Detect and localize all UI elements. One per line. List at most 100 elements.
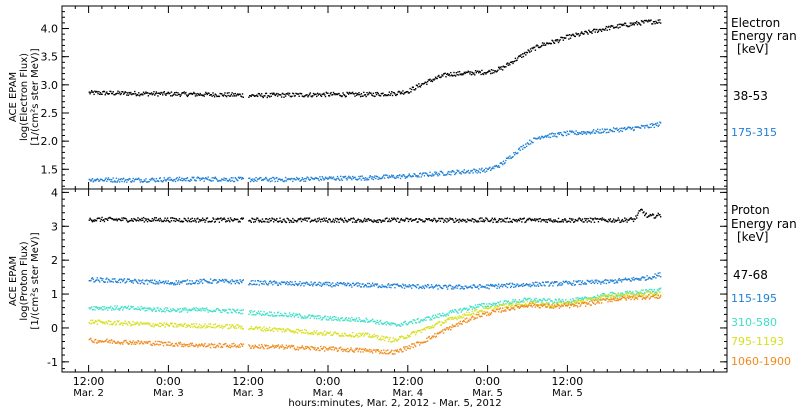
data-point bbox=[116, 342, 118, 344]
data-point bbox=[237, 312, 240, 314]
data-point bbox=[636, 278, 639, 280]
data-point bbox=[199, 179, 201, 182]
data-point bbox=[164, 179, 166, 181]
data-point bbox=[462, 74, 464, 76]
data-point bbox=[494, 165, 497, 168]
data-point bbox=[335, 347, 337, 349]
data-point bbox=[138, 308, 141, 310]
data-point bbox=[607, 279, 609, 282]
data-point bbox=[596, 31, 599, 34]
data-point bbox=[588, 297, 590, 300]
data-point bbox=[131, 219, 134, 222]
data-point bbox=[265, 283, 268, 285]
data-point bbox=[193, 322, 195, 325]
data-point bbox=[359, 219, 362, 221]
data-point bbox=[446, 313, 448, 315]
data-point bbox=[119, 219, 122, 221]
data-point bbox=[131, 341, 134, 344]
data-point bbox=[274, 282, 276, 284]
data-point bbox=[409, 175, 411, 177]
data-point bbox=[405, 91, 407, 93]
data-point bbox=[263, 283, 265, 285]
data-point bbox=[521, 53, 524, 55]
data-point bbox=[483, 72, 486, 74]
data-point bbox=[553, 133, 555, 135]
data-point bbox=[216, 218, 218, 221]
data-point bbox=[143, 322, 146, 325]
data-point bbox=[114, 341, 116, 343]
data-point bbox=[610, 280, 612, 282]
data-point bbox=[384, 285, 387, 288]
data-point bbox=[548, 302, 550, 304]
data-point bbox=[576, 133, 578, 136]
data-point bbox=[177, 219, 179, 222]
data-point bbox=[409, 321, 411, 323]
data-point bbox=[264, 280, 266, 282]
data-point bbox=[580, 299, 583, 302]
data-point bbox=[280, 345, 282, 348]
data-point bbox=[416, 318, 418, 321]
data-point bbox=[365, 350, 367, 352]
data-point bbox=[316, 284, 318, 287]
data-point bbox=[387, 322, 389, 324]
data-point bbox=[250, 325, 252, 328]
data-point bbox=[378, 350, 380, 352]
data-point bbox=[343, 217, 346, 219]
data-point bbox=[515, 302, 517, 304]
data-point bbox=[210, 343, 213, 345]
data-point bbox=[395, 94, 398, 96]
data-point bbox=[199, 92, 201, 95]
data-point bbox=[383, 220, 385, 222]
data-point bbox=[536, 281, 538, 284]
data-point bbox=[604, 219, 606, 222]
data-point bbox=[283, 180, 285, 183]
data-point bbox=[347, 177, 349, 179]
data-point bbox=[93, 93, 95, 96]
data-point bbox=[195, 280, 197, 282]
data-point bbox=[458, 221, 460, 224]
data-point bbox=[269, 220, 272, 222]
data-point bbox=[312, 285, 314, 287]
data-point bbox=[443, 284, 446, 287]
data-point bbox=[253, 178, 256, 180]
data-point bbox=[284, 93, 286, 96]
data-point bbox=[580, 298, 583, 300]
data-point bbox=[304, 177, 306, 180]
data-point bbox=[545, 281, 547, 283]
data-point bbox=[225, 95, 228, 98]
data-point bbox=[264, 330, 267, 332]
data-point bbox=[353, 176, 355, 179]
data-point bbox=[577, 298, 580, 301]
data-point bbox=[134, 278, 136, 281]
data-point bbox=[92, 321, 94, 324]
data-point bbox=[331, 282, 334, 284]
data-point bbox=[372, 349, 375, 351]
data-point bbox=[489, 307, 491, 309]
data-point bbox=[299, 314, 301, 316]
data-point bbox=[110, 90, 112, 93]
data-point bbox=[613, 27, 616, 29]
data-point bbox=[493, 165, 496, 167]
data-point bbox=[104, 323, 106, 325]
data-point bbox=[428, 327, 430, 330]
data-point bbox=[540, 220, 542, 223]
data-point bbox=[600, 217, 602, 220]
data-point bbox=[433, 217, 435, 220]
data-point bbox=[501, 162, 503, 165]
data-point bbox=[224, 325, 226, 328]
data-point bbox=[331, 348, 333, 351]
data-point bbox=[489, 220, 491, 223]
data-point bbox=[387, 283, 390, 285]
data-point bbox=[465, 314, 467, 316]
data-point bbox=[154, 283, 157, 285]
data-point bbox=[254, 344, 256, 346]
data-point bbox=[309, 284, 312, 286]
data-point bbox=[146, 341, 148, 343]
data-point bbox=[305, 281, 308, 284]
data-point bbox=[101, 340, 103, 342]
data-point bbox=[612, 296, 615, 298]
data-point bbox=[602, 293, 604, 295]
data-point bbox=[287, 178, 289, 181]
data-point bbox=[426, 218, 429, 221]
data-point bbox=[172, 94, 174, 96]
